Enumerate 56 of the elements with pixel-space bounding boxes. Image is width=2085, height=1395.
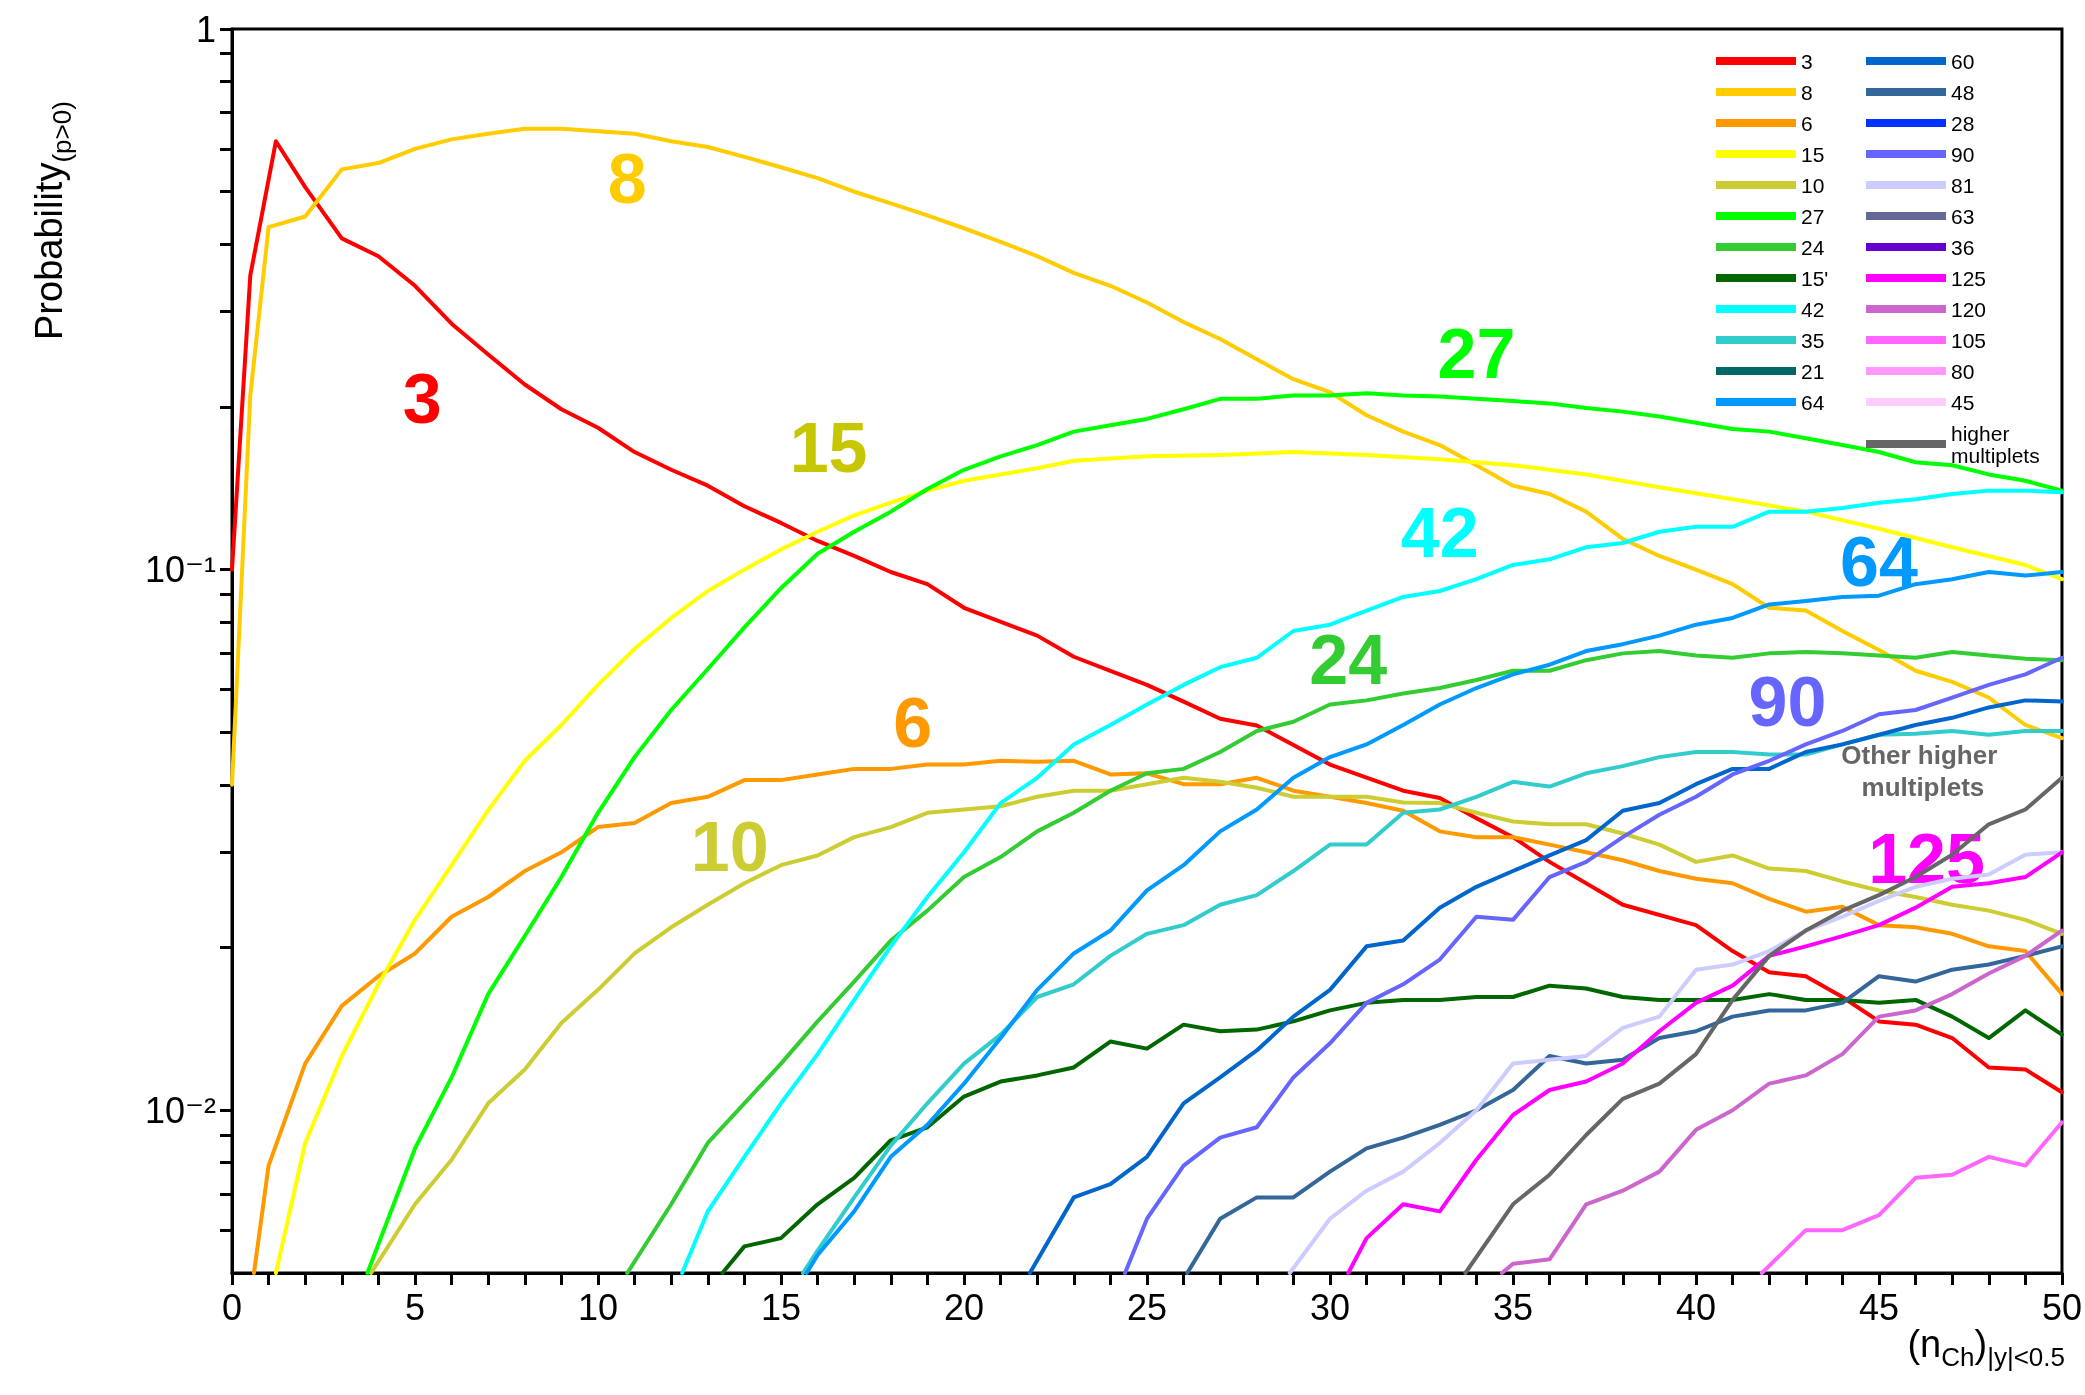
x-tick-label: 30: [1309, 1286, 1351, 1328]
legend-label: 64: [1801, 390, 1825, 414]
legend-label: 6: [1801, 111, 1813, 135]
line-series: [1463, 775, 2064, 1275]
legend-label: 27: [1801, 204, 1825, 228]
legend-label: 21: [1801, 359, 1825, 383]
y-tick-label: 10⁻²: [144, 1089, 216, 1131]
legend-label: 48: [1951, 80, 1975, 104]
annotation: 15: [789, 408, 868, 487]
legend-label: 60: [1951, 49, 1975, 73]
annotation: 42: [1400, 493, 1479, 572]
legend-label: 35: [1801, 328, 1825, 352]
y-tick-label: 1: [195, 8, 216, 50]
legend-label: 120: [1951, 297, 1987, 321]
legend-label: 24: [1801, 235, 1825, 259]
legend-label: 42: [1801, 297, 1825, 321]
x-tick-label: 40: [1675, 1286, 1717, 1328]
annotation: 10: [690, 807, 769, 886]
legend-label: 10: [1801, 173, 1825, 197]
annotation: 90: [1748, 662, 1827, 741]
x-tick-label: 25: [1126, 1286, 1168, 1328]
legend-label: 45: [1951, 390, 1975, 414]
line-series: [230, 139, 2064, 1095]
x-tick-label: 15: [760, 1286, 802, 1328]
line-series: [1500, 928, 2064, 1275]
x-tick-label: 10: [577, 1286, 619, 1328]
annotation: 3: [402, 359, 442, 438]
line-series: [680, 488, 2064, 1275]
legend-label: 15': [1801, 266, 1829, 290]
legend-label: 90: [1951, 142, 1975, 166]
x-tick-label: 20: [943, 1286, 985, 1328]
legend-label: 105: [1951, 328, 1987, 352]
legend-label: higher multiplets: [1951, 421, 2040, 467]
annotation: 6: [893, 684, 933, 763]
annotation: Other higher multiplets: [1841, 739, 2005, 802]
legend-label: 15: [1801, 142, 1825, 166]
legend-label: 81: [1951, 173, 1975, 197]
legend-label: 80: [1951, 359, 1975, 383]
annotation: 27: [1437, 315, 1516, 394]
annotation: 24: [1309, 621, 1388, 700]
line-series: [720, 983, 2064, 1275]
legend-label: 125: [1951, 266, 1987, 290]
line-series: [1185, 944, 2064, 1275]
y-tick-label: 10⁻¹: [144, 549, 216, 591]
legend-label: 3: [1801, 49, 1813, 73]
legend-label: 63: [1951, 204, 1975, 228]
x-tick-label: 45: [1858, 1286, 1899, 1328]
annotation: 8: [607, 140, 647, 219]
line-series: [1759, 1120, 2064, 1275]
x-tick-label: 5: [404, 1286, 426, 1328]
legend-label: 8: [1801, 80, 1813, 104]
legend-label: 28: [1951, 111, 1975, 135]
legend-label: 36: [1951, 235, 1975, 259]
x-tick-label: 0: [221, 1286, 243, 1328]
x-tick-label: 35: [1492, 1286, 1534, 1328]
annotation: 64: [1840, 522, 1918, 601]
